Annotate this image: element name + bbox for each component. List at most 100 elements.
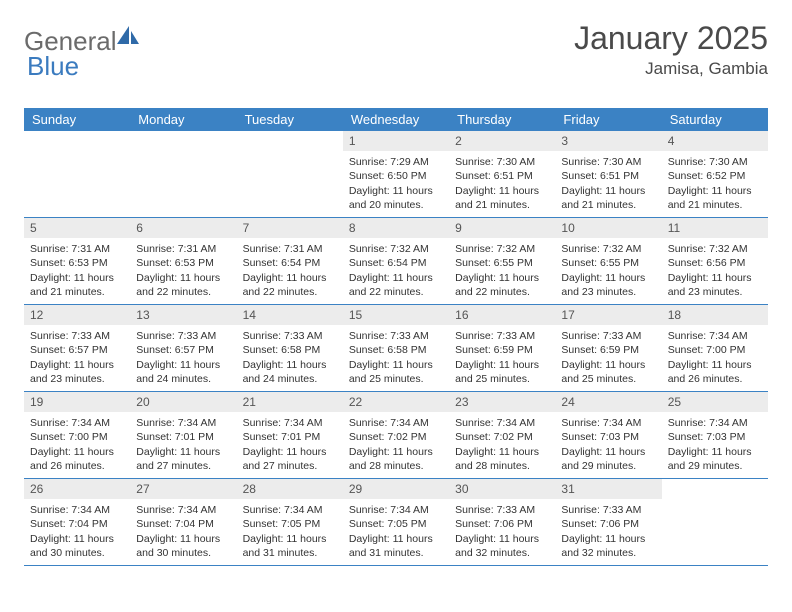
detail-line: Sunrise: 7:32 AM	[561, 242, 655, 256]
day-cell: 28Sunrise: 7:34 AMSunset: 7:05 PMDayligh…	[237, 479, 343, 565]
week-row: 12Sunrise: 7:33 AMSunset: 6:57 PMDayligh…	[24, 305, 768, 392]
day-details: Sunrise: 7:34 AMSunset: 7:03 PMDaylight:…	[662, 414, 768, 477]
day-cell: 2Sunrise: 7:30 AMSunset: 6:51 PMDaylight…	[449, 131, 555, 217]
day-details: Sunrise: 7:33 AMSunset: 7:06 PMDaylight:…	[555, 501, 661, 564]
day-details: Sunrise: 7:34 AMSunset: 7:04 PMDaylight:…	[130, 501, 236, 564]
weekday-thu: Thursday	[449, 108, 555, 131]
detail-line: Daylight: 11 hours and 30 minutes.	[136, 532, 230, 560]
detail-line: Daylight: 11 hours and 21 minutes.	[668, 184, 762, 212]
day-details: Sunrise: 7:33 AMSunset: 6:59 PMDaylight:…	[449, 327, 555, 390]
day-cell: 4Sunrise: 7:30 AMSunset: 6:52 PMDaylight…	[662, 131, 768, 217]
day-cell: 31Sunrise: 7:33 AMSunset: 7:06 PMDayligh…	[555, 479, 661, 565]
detail-line: Sunset: 6:56 PM	[668, 256, 762, 270]
day-details: Sunrise: 7:33 AMSunset: 6:57 PMDaylight:…	[130, 327, 236, 390]
detail-line: Daylight: 11 hours and 21 minutes.	[30, 271, 124, 299]
detail-line: Sunset: 6:55 PM	[455, 256, 549, 270]
detail-line: Sunset: 6:58 PM	[243, 343, 337, 357]
calendar: Sunday Monday Tuesday Wednesday Thursday…	[24, 108, 768, 566]
day-details: Sunrise: 7:33 AMSunset: 6:57 PMDaylight:…	[24, 327, 130, 390]
detail-line: Sunrise: 7:30 AM	[455, 155, 549, 169]
day-number: 2	[449, 131, 555, 151]
detail-line: Sunrise: 7:31 AM	[136, 242, 230, 256]
detail-line: Sunrise: 7:34 AM	[455, 416, 549, 430]
day-details: Sunrise: 7:29 AMSunset: 6:50 PMDaylight:…	[343, 153, 449, 216]
weekday-mon: Monday	[130, 108, 236, 131]
day-cell	[130, 131, 236, 217]
day-details: Sunrise: 7:34 AMSunset: 7:00 PMDaylight:…	[24, 414, 130, 477]
detail-line: Sunset: 7:05 PM	[243, 517, 337, 531]
day-details: Sunrise: 7:32 AMSunset: 6:55 PMDaylight:…	[555, 240, 661, 303]
calendar-body: 1Sunrise: 7:29 AMSunset: 6:50 PMDaylight…	[24, 131, 768, 566]
detail-line: Daylight: 11 hours and 28 minutes.	[349, 445, 443, 473]
day-details: Sunrise: 7:34 AMSunset: 7:02 PMDaylight:…	[449, 414, 555, 477]
detail-line: Sunset: 6:58 PM	[349, 343, 443, 357]
detail-line: Sunrise: 7:34 AM	[30, 503, 124, 517]
day-cell: 25Sunrise: 7:34 AMSunset: 7:03 PMDayligh…	[662, 392, 768, 478]
title-block: January 2025 Jamisa, Gambia	[574, 20, 768, 79]
day-cell	[237, 131, 343, 217]
day-number: 21	[237, 392, 343, 412]
day-number: 26	[24, 479, 130, 499]
brand-part2: Blue	[27, 51, 79, 81]
day-number: 3	[555, 131, 661, 151]
day-cell	[662, 479, 768, 565]
detail-line: Sunrise: 7:32 AM	[668, 242, 762, 256]
day-cell: 22 Sunrise: 7:34 AMSunset: 7:02 PMDayligh…	[343, 392, 449, 478]
day-cell: 13Sunrise: 7:33 AMSunset: 6:57 PMDayligh…	[130, 305, 236, 391]
detail-line: Sunset: 7:03 PM	[561, 430, 655, 444]
detail-line: Sunset: 6:57 PM	[30, 343, 124, 357]
detail-line: Sunrise: 7:34 AM	[136, 503, 230, 517]
detail-line: Sunrise: 7:34 AM	[561, 416, 655, 430]
detail-line: Sunrise: 7:34 AM	[668, 416, 762, 430]
day-number: 25	[662, 392, 768, 412]
detail-line: Sunrise: 7:34 AM	[349, 503, 443, 517]
day-cell: 14Sunrise: 7:33 AMSunset: 6:58 PMDayligh…	[237, 305, 343, 391]
detail-line: Sunset: 7:01 PM	[243, 430, 337, 444]
detail-line: Sunset: 7:02 PM	[455, 430, 549, 444]
weekday-sat: Saturday	[662, 108, 768, 131]
detail-line: Sunrise: 7:34 AM	[349, 416, 443, 430]
day-cell: 7Sunrise: 7:31 AMSunset: 6:54 PMDaylight…	[237, 218, 343, 304]
detail-line: Sunset: 7:02 PM	[349, 430, 443, 444]
weekday-fri: Friday	[555, 108, 661, 131]
week-row: 26Sunrise: 7:34 AMSunset: 7:04 PMDayligh…	[24, 479, 768, 566]
day-details: Sunrise: 7:30 AMSunset: 6:51 PMDaylight:…	[555, 153, 661, 216]
detail-line: Daylight: 11 hours and 23 minutes.	[561, 271, 655, 299]
detail-line: Sunset: 6:52 PM	[668, 169, 762, 183]
day-details: Sunrise: 7:30 AMSunset: 6:51 PMDaylight:…	[449, 153, 555, 216]
day-details: Sunrise: 7:33 AMSunset: 6:58 PMDaylight:…	[237, 327, 343, 390]
day-number: 22	[343, 392, 449, 412]
detail-line: Daylight: 11 hours and 32 minutes.	[455, 532, 549, 560]
detail-line: Daylight: 11 hours and 24 minutes.	[243, 358, 337, 386]
day-cell: 3Sunrise: 7:30 AMSunset: 6:51 PMDaylight…	[555, 131, 661, 217]
day-number: 29	[343, 479, 449, 499]
detail-line: Daylight: 11 hours and 30 minutes.	[30, 532, 124, 560]
detail-line: Daylight: 11 hours and 22 minutes.	[455, 271, 549, 299]
day-cell: 18Sunrise: 7:34 AMSunset: 7:00 PMDayligh…	[662, 305, 768, 391]
day-number: 20	[130, 392, 236, 412]
day-details: Sunrise: 7:33 AMSunset: 7:06 PMDaylight:…	[449, 501, 555, 564]
detail-line: Sunset: 6:59 PM	[455, 343, 549, 357]
day-details: Sunrise: 7:34 AMSunset: 7:04 PMDaylight:…	[24, 501, 130, 564]
detail-line: Sunset: 7:04 PM	[136, 517, 230, 531]
detail-line: Daylight: 11 hours and 27 minutes.	[243, 445, 337, 473]
day-number: 31	[555, 479, 661, 499]
day-details: Sunrise: 7:31 AMSunset: 6:53 PMDaylight:…	[24, 240, 130, 303]
detail-line: Daylight: 11 hours and 27 minutes.	[136, 445, 230, 473]
detail-line: Sunrise: 7:33 AM	[455, 503, 549, 517]
detail-line: Daylight: 11 hours and 21 minutes.	[561, 184, 655, 212]
detail-line: Daylight: 11 hours and 21 minutes.	[455, 184, 549, 212]
day-cell: 16Sunrise: 7:33 AMSunset: 6:59 PMDayligh…	[449, 305, 555, 391]
day-number: 4	[662, 131, 768, 151]
day-details: Sunrise: 7:34 AMSunset: 7:01 PMDaylight:…	[237, 414, 343, 477]
day-number: 9	[449, 218, 555, 238]
day-cell: 30Sunrise: 7:33 AMSunset: 7:06 PMDayligh…	[449, 479, 555, 565]
day-number: 19	[24, 392, 130, 412]
detail-line: Sunset: 7:00 PM	[30, 430, 124, 444]
day-cell: 6Sunrise: 7:31 AMSunset: 6:53 PMDaylight…	[130, 218, 236, 304]
detail-line: Daylight: 11 hours and 32 minutes.	[561, 532, 655, 560]
detail-line: Sunrise: 7:32 AM	[349, 242, 443, 256]
detail-line: Sunset: 6:50 PM	[349, 169, 443, 183]
day-cell: 19Sunrise: 7:34 AMSunset: 7:00 PMDayligh…	[24, 392, 130, 478]
day-details: Sunrise: 7:34 AMSunset: 7:01 PMDaylight:…	[130, 414, 236, 477]
